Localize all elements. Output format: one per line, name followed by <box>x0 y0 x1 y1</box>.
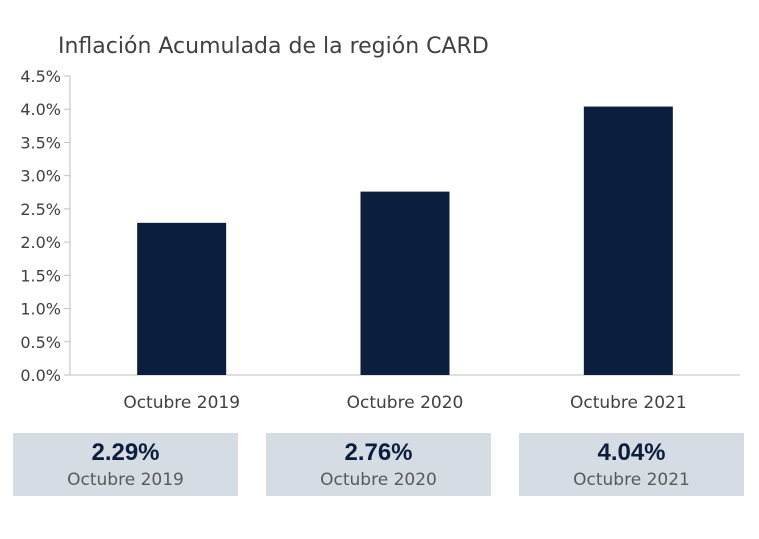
y-tick-label: 0.5% <box>20 333 61 352</box>
summary-card-2021: 4.04% Octubre 2021 <box>519 433 744 496</box>
summary-card-label: Octubre 2021 <box>573 470 690 490</box>
y-tick-label: 3.5% <box>20 133 61 152</box>
category-labels: Octubre 2019 Octubre 2020 Octubre 2021 <box>123 393 686 413</box>
summary-card-label: Octubre 2020 <box>320 470 437 490</box>
category-label: Octubre 2019 <box>123 393 240 413</box>
chart-title: Inflación Acumulada de la región CARD <box>58 34 489 59</box>
summary-card-2020: 2.76% Octubre 2020 <box>266 433 491 496</box>
y-tick-label: 1.5% <box>20 266 61 285</box>
bars <box>137 106 673 375</box>
y-tick-label: 2.5% <box>20 200 61 219</box>
bar-octubre-2021 <box>583 106 673 375</box>
y-tick-label: 3.0% <box>20 167 61 186</box>
summary-card-value: 2.29% <box>91 439 160 466</box>
bar-octubre-2019 <box>137 222 227 375</box>
y-tick-label: 2.0% <box>20 233 61 252</box>
y-axis: 0.0% 0.5% 1.0% 1.5% 2.0% 2.5% 3.0% 3.5% 4.0% 4.5% <box>20 67 71 385</box>
summary-card-label: Octubre 2019 <box>67 470 184 490</box>
bar-octubre-2020 <box>360 191 450 375</box>
y-tick-label: 0.0% <box>20 366 61 385</box>
bar-chart: 0.0% 0.5% 1.0% 1.5% 2.0% 2.5% 3.0% 3.5% 4.0% 4.5%… <box>20 67 740 413</box>
summary-card-value: 2.76% <box>344 439 413 466</box>
y-tick-label: 1.0% <box>20 300 61 319</box>
summary-card-2019: 2.29% Octubre 2019 <box>13 433 238 496</box>
category-label: Octubre 2020 <box>347 393 464 413</box>
y-tick-label: 4.5% <box>20 67 61 86</box>
y-tick-label: 4.0% <box>20 100 61 119</box>
category-label: Octubre 2021 <box>570 393 687 413</box>
summary-card-value: 4.04% <box>597 439 666 466</box>
